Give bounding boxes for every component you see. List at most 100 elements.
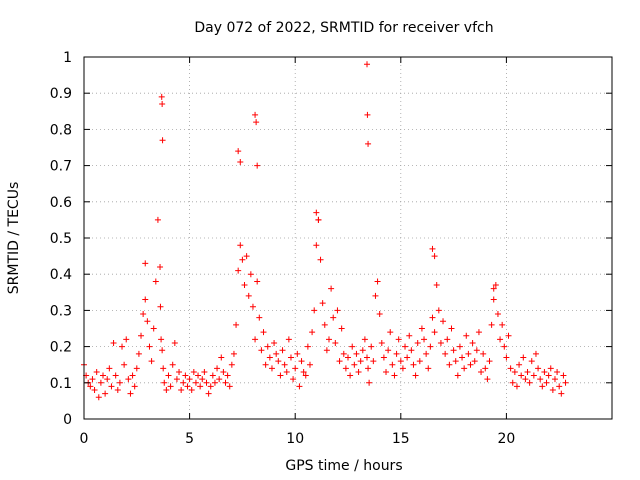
x-axis-label: GPS time / hours	[285, 458, 402, 474]
data-point	[475, 329, 482, 336]
data-point	[112, 372, 119, 379]
data-point	[393, 350, 400, 357]
data-point	[543, 379, 550, 386]
data-point	[264, 343, 271, 350]
data-point	[160, 365, 167, 372]
data-point	[421, 336, 428, 343]
data-point	[418, 325, 425, 332]
data-point	[465, 350, 472, 357]
data-point	[158, 336, 165, 343]
data-point	[558, 390, 565, 397]
data-point	[142, 296, 149, 303]
y-tick-label: 1	[63, 50, 72, 66]
data-point	[214, 365, 221, 372]
data-point	[526, 379, 533, 386]
data-point	[395, 336, 402, 343]
data-point	[87, 383, 94, 390]
data-point	[306, 361, 313, 368]
data-point	[423, 350, 430, 357]
data-point	[492, 282, 499, 289]
data-point	[414, 339, 421, 346]
data-point	[319, 300, 326, 307]
data-point	[452, 358, 459, 365]
data-point	[444, 336, 451, 343]
data-point	[435, 307, 442, 314]
data-point	[317, 256, 324, 263]
data-point	[562, 379, 569, 386]
data-point	[366, 379, 373, 386]
data-point	[171, 339, 178, 346]
data-point	[260, 329, 267, 336]
data-point	[235, 148, 242, 155]
data-point	[551, 376, 558, 383]
data-point	[556, 383, 563, 390]
data-point	[207, 383, 214, 390]
data-point	[325, 336, 332, 343]
data-point	[233, 321, 240, 328]
data-point	[176, 368, 183, 375]
y-tick-label: 0	[63, 412, 72, 428]
data-point	[456, 343, 463, 350]
data-point	[159, 137, 166, 144]
data-point	[399, 365, 406, 372]
data-point	[516, 361, 523, 368]
data-point	[440, 318, 447, 325]
data-point	[235, 267, 242, 274]
y-axis-ticks: 0 0.1 0.2 0.3 0.4 0.5 0.6 0.7 0.8 0.9 1	[50, 50, 612, 428]
x-tick-label: 15	[392, 431, 410, 447]
data-point	[416, 358, 423, 365]
data-point	[192, 379, 199, 386]
data-point	[220, 368, 227, 375]
data-point	[157, 303, 164, 310]
data-point	[273, 350, 280, 357]
data-point	[473, 347, 480, 354]
y-tick-label: 0.2	[50, 340, 72, 356]
data-point	[380, 354, 387, 361]
x-tick-label: 5	[185, 431, 194, 447]
x-axis-ticks: 0 5 10 15 20	[80, 57, 515, 447]
data-point	[121, 361, 128, 368]
data-point	[129, 372, 136, 379]
data-point	[304, 343, 311, 350]
data-point	[387, 329, 394, 336]
data-point	[287, 354, 294, 361]
data-point	[522, 376, 529, 383]
data-point	[469, 339, 476, 346]
data-point	[222, 379, 229, 386]
data-point	[429, 245, 436, 252]
data-point	[100, 372, 107, 379]
data-point	[290, 376, 297, 383]
data-point	[262, 361, 269, 368]
data-point	[397, 358, 404, 365]
data-point	[541, 368, 548, 375]
data-point	[389, 361, 396, 368]
data-point	[123, 336, 130, 343]
data-point	[509, 379, 516, 386]
data-point	[446, 361, 453, 368]
data-point	[537, 376, 544, 383]
data-point	[165, 372, 172, 379]
y-tick-label: 0.7	[50, 159, 72, 175]
data-point	[302, 372, 309, 379]
data-point	[150, 325, 157, 332]
data-point	[321, 321, 328, 328]
data-point	[338, 325, 345, 332]
data-point	[528, 358, 535, 365]
data-point	[138, 332, 145, 339]
data-point	[110, 339, 117, 346]
data-point	[93, 368, 100, 375]
data-point	[102, 390, 109, 397]
data-point	[285, 336, 292, 343]
data-point	[334, 307, 341, 314]
data-point	[106, 365, 113, 372]
x-tick-label: 20	[497, 431, 515, 447]
data-point	[271, 339, 278, 346]
data-point	[148, 358, 155, 365]
data-point	[497, 336, 504, 343]
data-point	[355, 368, 362, 375]
x-tick-label: 0	[80, 431, 89, 447]
data-point	[277, 372, 284, 379]
data-point	[186, 376, 193, 383]
data-point	[347, 372, 354, 379]
data-point	[268, 365, 275, 372]
